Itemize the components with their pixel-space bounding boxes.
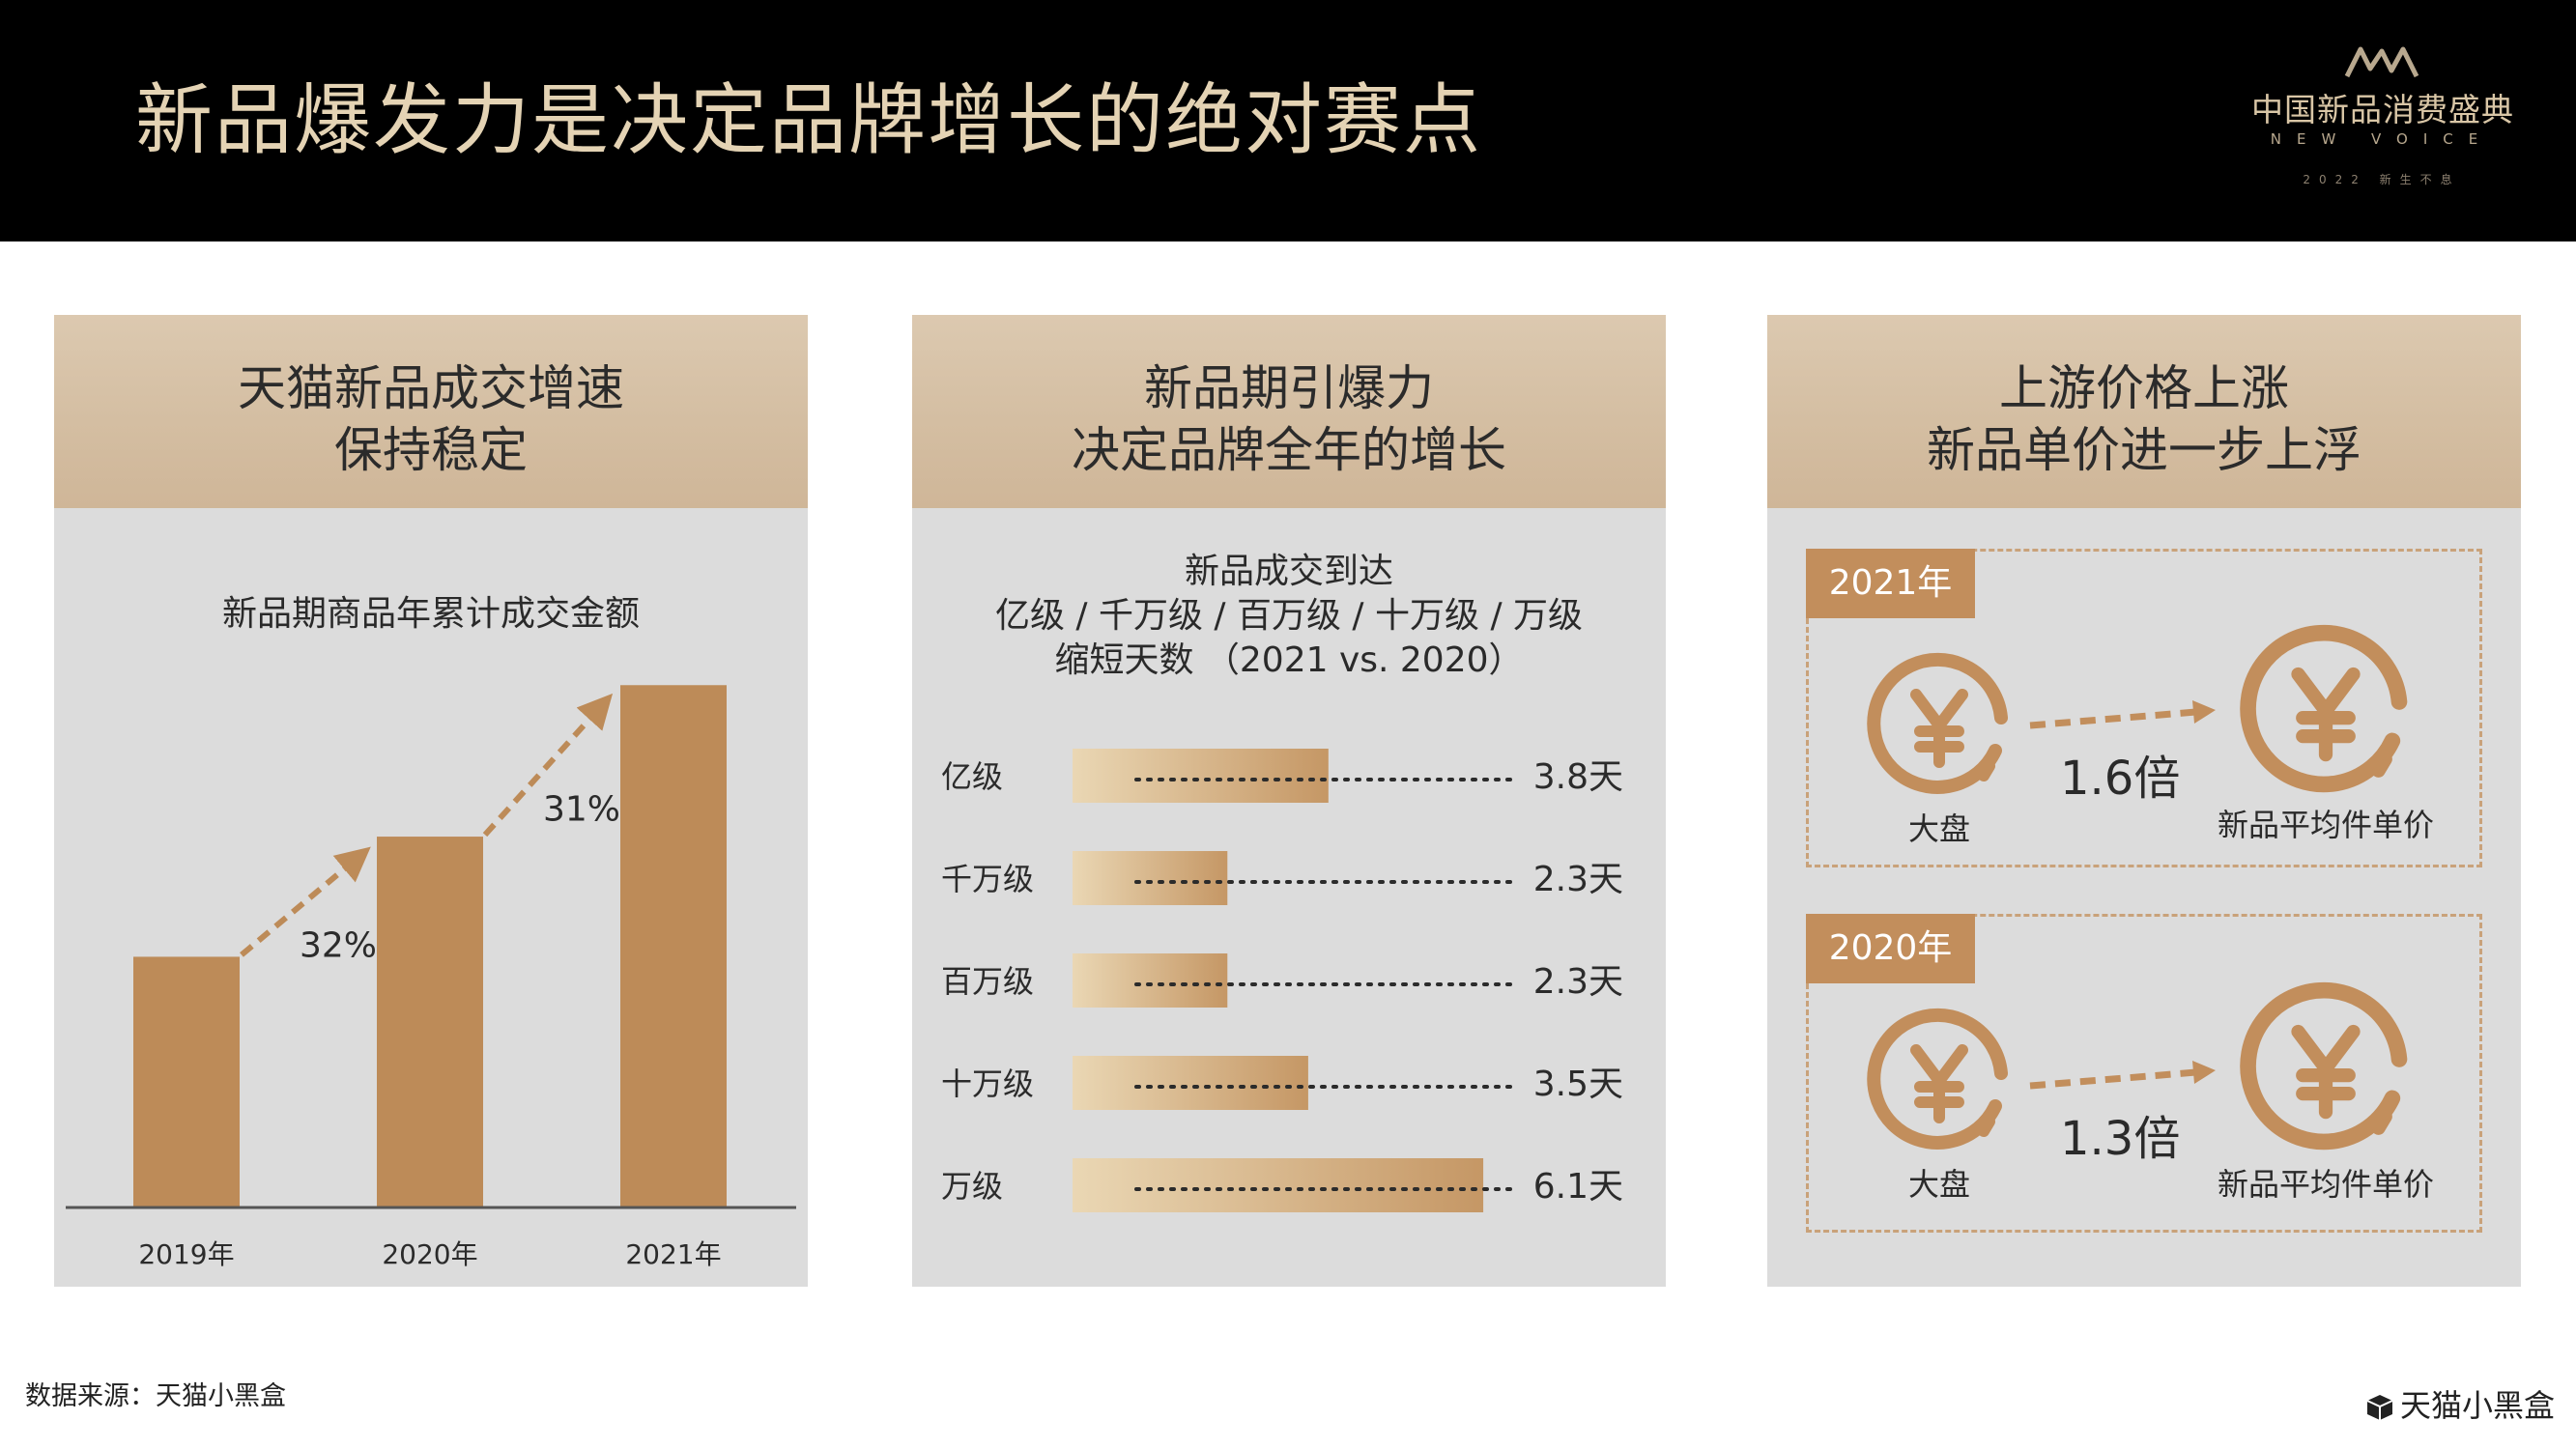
bar-2021年 xyxy=(620,685,727,1208)
growth-rate-label: 31% xyxy=(543,790,620,830)
value-label: 6.1天 xyxy=(1533,1167,1623,1207)
price-multiple: 1.3倍 xyxy=(2060,1112,2181,1166)
new-voice-logo: 中国新品消费盛典 NEW VOICE 2022 新生不息 xyxy=(2251,43,2514,198)
bar-亿级 xyxy=(1073,749,1329,803)
category-label: 万级 xyxy=(941,1168,1003,1205)
panel-title-line1: 天猫新品成交增速 xyxy=(238,360,624,416)
from-label: 大盘 xyxy=(1907,810,1970,847)
category-label: 十万级 xyxy=(941,1065,1034,1102)
yen-coin-icon xyxy=(2240,981,2408,1151)
bar-十万级 xyxy=(1073,1056,1308,1110)
dashed-arrow-icon xyxy=(2029,1061,2216,1090)
category-label: 千万级 xyxy=(941,861,1034,897)
panel-title-line2: 保持稳定 xyxy=(334,422,528,478)
value-label: 3.8天 xyxy=(1533,757,1623,797)
growth-arrow xyxy=(482,693,614,838)
from-label: 大盘 xyxy=(1907,1166,1970,1203)
chart-subtitle-line1: 新品成交到达 xyxy=(1184,552,1393,591)
panel-title-line2: 新品单价进一步上浮 xyxy=(1927,422,2361,478)
chart-subtitle-line2: 亿级 / 千万级 / 百万级 / 十万级 / 万级 xyxy=(994,596,1584,636)
category-label: 亿级 xyxy=(941,758,1003,795)
growth-arrow xyxy=(240,846,371,957)
bar-2020年 xyxy=(377,837,483,1208)
price-multiple: 1.6倍 xyxy=(2060,752,2181,806)
year-tag: 2020年 xyxy=(1806,914,1975,983)
header-bar: 新品爆发力是决定品牌增长的绝对赛点 中国新品消费盛典 NEW VOICE 202… xyxy=(0,0,2576,242)
value-label: 2.3天 xyxy=(1533,962,1623,1002)
bar-万级 xyxy=(1073,1158,1484,1212)
year-tag: 2021年 xyxy=(1806,549,1975,618)
brand-footer: 天猫小黑盒 xyxy=(2365,1381,2555,1424)
x-tick-label: 2021年 xyxy=(625,1238,721,1270)
panel-title-line1: 新品期引爆力 xyxy=(1144,360,1434,416)
panel-title-line2: 决定品牌全年的增长 xyxy=(1072,422,1506,478)
to-label: 新品平均件单价 xyxy=(2217,1166,2434,1203)
value-label: 2.3天 xyxy=(1533,860,1623,899)
bar-千万级 xyxy=(1073,851,1228,905)
panel-unit-price: 上游价格上涨 新品单价进一步上浮 2021年 大盘 1.6倍 新品平均件单价 2… xyxy=(1767,315,2521,1287)
bar-2019年 xyxy=(133,956,240,1208)
bar-百万级 xyxy=(1073,953,1228,1008)
yen-coin-icon xyxy=(2240,624,2408,793)
logo-name-en: NEW VOICE xyxy=(2270,130,2494,148)
dashed-arrow-icon xyxy=(2029,700,2216,729)
logo-year-text: 2022 新生不息 xyxy=(2303,173,2461,186)
panel-title-line1: 上游价格上涨 xyxy=(1999,360,2289,416)
value-label: 3.5天 xyxy=(1533,1065,1623,1104)
black-box-icon xyxy=(2366,1395,2393,1420)
panel-header: 新品期引爆力 决定品牌全年的增长 xyxy=(912,315,1666,508)
brand-name: 天猫小黑盒 xyxy=(2400,1387,2556,1424)
growth-rate-label: 32% xyxy=(300,925,377,965)
chart-subtitle: 新品期商品年累计成交金额 xyxy=(221,594,640,634)
panel-header: 天猫新品成交增速 保持稳定 xyxy=(54,315,808,508)
annual-sales-bar-chart: 2019年 2020年 2021年 32% 31% xyxy=(66,685,796,1270)
x-tick-label: 2019年 xyxy=(138,1238,234,1270)
comparison-box-2020: 2020年 大盘 1.3倍 新品平均件单价 xyxy=(1806,914,2482,1233)
to-label: 新品平均件单价 xyxy=(2217,807,2434,843)
panel-header: 上游价格上涨 新品单价进一步上浮 xyxy=(1767,315,2521,508)
yen-coin-icon xyxy=(1867,1008,2008,1150)
comparison-box-2021: 2021年 大盘 1.6倍 新品平均件单价 xyxy=(1806,549,2482,867)
panel-sales-growth: 天猫新品成交增速 保持稳定 新品期商品年累计成交金额 2019年 2020年 202… xyxy=(54,315,808,1287)
logo-name-cn: 中国新品消费盛典 xyxy=(2251,91,2514,128)
x-tick-label: 2020年 xyxy=(382,1238,477,1270)
chart-subtitle-line3: 缩短天数 （2021 vs. 2020） xyxy=(1054,640,1524,680)
page-title: 新品爆发力是决定品牌增长的绝对赛点 xyxy=(135,75,1482,165)
data-source: 数据来源：天猫小黑盒 xyxy=(25,1381,286,1411)
yen-coin-icon xyxy=(1867,652,2008,794)
panel-days-shortened: 新品期引爆力 决定品牌全年的增长 新品成交到达 亿级 / 千万级 / 百万级 /… xyxy=(912,315,1666,1287)
category-label: 百万级 xyxy=(941,963,1034,1000)
logo-mark-icon xyxy=(2344,46,2419,78)
